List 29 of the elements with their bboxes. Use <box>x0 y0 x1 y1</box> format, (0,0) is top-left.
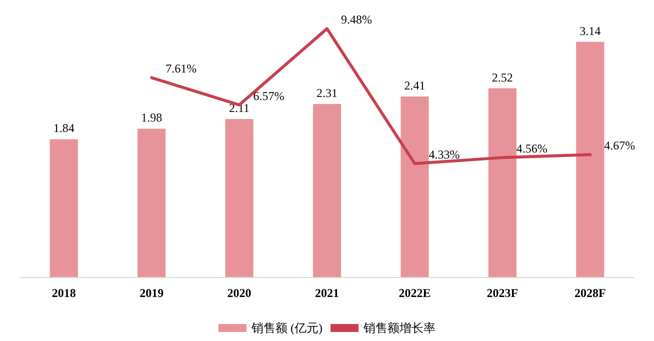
x-tick-label: 2028F <box>574 286 606 300</box>
data-label: 2.31 <box>316 86 338 100</box>
bar <box>138 128 166 277</box>
legend-label: 销售额增长率 <box>362 321 436 335</box>
data-label: 6.57% <box>253 88 284 103</box>
bar <box>312 104 342 277</box>
data-label: 4.67% <box>604 138 636 153</box>
data-label: 2.41 <box>404 78 426 93</box>
x-tick-label: 2023F <box>486 286 518 300</box>
x-tick-label: 2020 <box>227 286 252 300</box>
bar <box>400 96 429 277</box>
bar <box>576 42 604 277</box>
data-label: 1.98 <box>141 110 162 125</box>
legend-label: 销售额 (亿元) <box>250 321 323 335</box>
bar <box>225 118 254 277</box>
bar <box>488 88 516 277</box>
data-label: 7.61% <box>166 62 197 76</box>
data-label: 3.14 <box>580 24 601 38</box>
data-label: 2.52 <box>492 70 513 84</box>
data-label: 4.56% <box>516 142 548 156</box>
bar <box>50 139 78 277</box>
data-label: 1.84 <box>53 121 74 136</box>
x-tick-label: 2019 <box>140 286 164 300</box>
data-label: 4.33% <box>428 148 460 162</box>
x-tick-label: 2021 <box>315 286 339 300</box>
x-tick-label: 2018 <box>52 286 76 300</box>
x-tick-label: 2022E <box>398 286 431 300</box>
data-label: 9.48% <box>341 12 372 27</box>
data-label: 2.11 <box>229 100 250 115</box>
